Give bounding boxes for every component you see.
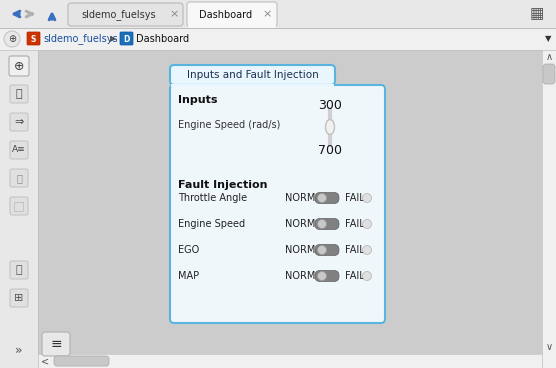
Text: FAIL: FAIL (345, 271, 365, 281)
FancyBboxPatch shape (54, 356, 109, 366)
Circle shape (363, 245, 371, 255)
Text: D: D (123, 35, 129, 43)
Bar (171, 84, 334, 87)
FancyBboxPatch shape (10, 261, 28, 279)
FancyBboxPatch shape (187, 2, 277, 27)
Text: ×: × (170, 10, 178, 20)
Text: Inputs and Fault Injection: Inputs and Fault Injection (187, 70, 319, 80)
Circle shape (317, 219, 326, 229)
Text: Fault Injection: Fault Injection (178, 180, 267, 190)
Text: ▼: ▼ (545, 35, 551, 43)
Text: 700: 700 (318, 144, 342, 156)
Text: ▦: ▦ (530, 7, 544, 21)
Text: ×: × (262, 10, 272, 20)
Text: ⊞: ⊞ (14, 293, 24, 303)
Text: NORMAL: NORMAL (285, 193, 327, 203)
Text: Engine Speed (rad/s): Engine Speed (rad/s) (178, 120, 280, 130)
Text: ∨: ∨ (545, 342, 553, 352)
Text: Inputs: Inputs (178, 95, 217, 105)
Text: ⤢: ⤢ (16, 89, 22, 99)
Text: EGO: EGO (178, 245, 199, 255)
Bar (38, 354, 542, 368)
FancyBboxPatch shape (42, 332, 70, 356)
FancyBboxPatch shape (10, 289, 28, 307)
Bar (542, 50, 556, 368)
FancyBboxPatch shape (10, 85, 28, 103)
FancyBboxPatch shape (315, 219, 339, 230)
Text: Throttle Angle: Throttle Angle (178, 193, 247, 203)
Circle shape (363, 194, 371, 202)
FancyBboxPatch shape (120, 32, 133, 45)
FancyBboxPatch shape (10, 169, 28, 187)
Text: ∧: ∧ (545, 52, 553, 62)
Text: S: S (31, 35, 36, 43)
Circle shape (317, 194, 326, 202)
Bar (0, 50, 38, 368)
FancyBboxPatch shape (170, 85, 385, 323)
Text: sldemo_fuelsys: sldemo_fuelsys (43, 33, 118, 45)
FancyBboxPatch shape (543, 64, 555, 84)
FancyBboxPatch shape (315, 270, 339, 282)
Bar (188, 26, 276, 28)
FancyBboxPatch shape (9, 56, 29, 76)
Text: Engine Speed: Engine Speed (178, 219, 245, 229)
Text: FAIL: FAIL (345, 193, 365, 203)
FancyBboxPatch shape (170, 65, 335, 85)
FancyBboxPatch shape (315, 192, 339, 204)
Text: A≡: A≡ (12, 145, 26, 155)
Text: □: □ (13, 199, 25, 212)
Text: Dashboard: Dashboard (200, 10, 252, 20)
Bar (0, 28, 556, 50)
Text: NORMAL: NORMAL (285, 245, 327, 255)
Text: ⊕: ⊕ (8, 34, 16, 44)
Bar (0, 0, 556, 28)
Text: ≡: ≡ (50, 337, 62, 351)
Text: FAIL: FAIL (345, 245, 365, 255)
Text: NORMAL: NORMAL (285, 219, 327, 229)
Text: 300: 300 (318, 99, 342, 112)
Text: NORMAL: NORMAL (285, 271, 327, 281)
Circle shape (317, 272, 326, 280)
Text: ▶: ▶ (110, 35, 117, 43)
Text: 🖼: 🖼 (16, 173, 22, 183)
Text: FAIL: FAIL (345, 219, 365, 229)
Circle shape (363, 219, 371, 229)
Text: sldemo_fuelsys: sldemo_fuelsys (81, 9, 156, 20)
FancyBboxPatch shape (68, 3, 183, 26)
FancyBboxPatch shape (10, 141, 28, 159)
Text: Dashboard: Dashboard (136, 34, 189, 44)
Text: ⊕: ⊕ (14, 60, 24, 72)
Text: 📷: 📷 (16, 265, 22, 275)
Circle shape (317, 245, 326, 255)
Circle shape (4, 31, 20, 47)
Bar (38, 50, 542, 354)
FancyBboxPatch shape (27, 32, 40, 45)
FancyBboxPatch shape (10, 197, 28, 215)
FancyBboxPatch shape (315, 244, 339, 255)
Ellipse shape (325, 120, 335, 134)
Text: <: < (41, 356, 49, 366)
Text: »: » (15, 343, 23, 357)
Circle shape (363, 272, 371, 280)
Text: MAP: MAP (178, 271, 199, 281)
Text: ⇒: ⇒ (14, 117, 24, 127)
FancyBboxPatch shape (10, 113, 28, 131)
